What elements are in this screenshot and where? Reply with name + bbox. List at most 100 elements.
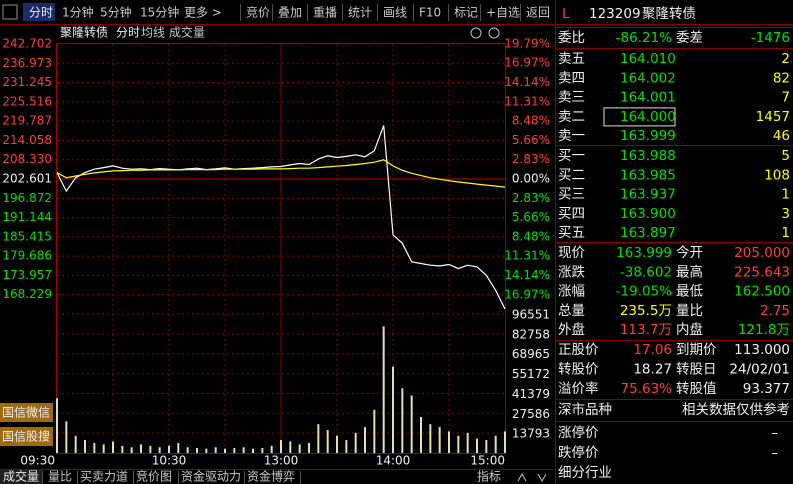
volume-tick-label: 68965 (512, 347, 550, 361)
book-price: 163.900 (620, 206, 676, 222)
field-value: 93.377 (743, 381, 790, 397)
volume-bar (354, 432, 357, 453)
toolbar-button[interactable]: +自选 (486, 6, 520, 20)
volume-bar (438, 427, 441, 453)
volume-bar (177, 442, 180, 453)
field-label: 现价 (558, 245, 586, 261)
toolbar-button[interactable]: F10 (419, 6, 441, 20)
toolbar-button[interactable]: 叠加 (278, 6, 302, 20)
volume-tick-label: 13793 (512, 427, 550, 441)
bottom-tab[interactable]: 资金驱动力 (181, 469, 241, 484)
bottom-tab[interactable]: 买卖力道 (80, 470, 128, 484)
y2-tick-label: 16.97% (504, 287, 550, 301)
toolbar-button[interactable]: 画线 (383, 6, 407, 20)
volume-tick-label: 41379 (512, 387, 550, 401)
toolbar-tab[interactable]: 5分钟 (100, 5, 132, 20)
volume-bar (140, 444, 142, 453)
y2-tick-label: 0.00% (512, 172, 550, 186)
volume-bar (261, 447, 264, 453)
volume-bar (121, 445, 124, 453)
volume-bar (410, 395, 413, 453)
volume-bar (448, 431, 450, 453)
y2-tick-label: 2.83% (512, 191, 550, 205)
field-value: -86.21% (616, 30, 673, 46)
toolbar-button[interactable]: 重播 (313, 6, 337, 20)
side-button-bg[interactable] (0, 403, 53, 422)
volume-bar (74, 435, 77, 453)
field-label: 转股值 (676, 381, 717, 397)
close-icon[interactable] (488, 27, 500, 39)
security-name: 聚隆转债 (642, 6, 696, 22)
y-tick-label: 214.058 (2, 133, 52, 147)
toolbar-button[interactable]: 标记 (454, 6, 478, 20)
toolbar-tab[interactable]: 更多 > (184, 6, 222, 20)
volume-bar (326, 429, 329, 453)
field-label: 正股价 (558, 342, 599, 358)
field-value: 205.000 (734, 245, 790, 261)
field-label: 细分行业 (558, 465, 612, 481)
toolbar-tab[interactable]: 分时 (29, 6, 53, 20)
field-label: 今开 (676, 245, 703, 261)
side-button[interactable]: 国信微信 (2, 406, 50, 420)
book-price: 163.988 (620, 148, 676, 164)
volume-bar (93, 442, 96, 453)
side-button-bg[interactable] (0, 427, 53, 446)
price-line (56, 125, 506, 310)
book-volume: 108 (764, 167, 790, 183)
book-volume: 2 (781, 51, 790, 67)
toolbar-button[interactable]: 竞价 (246, 6, 270, 20)
scroll-up-icon[interactable] (517, 472, 527, 482)
indicator-button[interactable]: 指标 (477, 469, 501, 484)
security-code: 123209 (589, 6, 641, 22)
volume-bar (196, 447, 198, 453)
volume-tick-label: 27586 (512, 407, 550, 421)
field-value: 121.8万 (738, 322, 790, 338)
bottom-tab[interactable]: 竞价图 (136, 470, 172, 484)
bottom-tab[interactable]: 成交量 (3, 469, 39, 484)
field-label: 转股日 (676, 362, 717, 378)
book-volume: 1 (781, 225, 790, 241)
y2-tick-label: 2.83% (512, 152, 550, 166)
volume-bar (466, 432, 469, 453)
volume-bar (242, 447, 245, 453)
y2-tick-label: 11.31% (504, 249, 550, 263)
book-volume: 46 (773, 128, 790, 144)
field-label: 涨停价 (558, 424, 599, 441)
volume-bar (65, 421, 68, 453)
field-value: – (771, 425, 778, 441)
plot-frame (56, 43, 506, 454)
toolbar-tab[interactable]: 15分钟 (140, 5, 179, 20)
field-value: – (771, 445, 778, 461)
scroll-down-icon[interactable] (537, 473, 547, 483)
book-price: 163.999 (620, 128, 676, 144)
toolbar-tab[interactable]: 1分钟 (62, 5, 94, 20)
field-value: 162.500 (734, 284, 790, 300)
field-label: 转股价 (558, 362, 599, 378)
field-note: 相关数据仅供参考 (682, 401, 790, 418)
volume-bar (382, 326, 385, 453)
volume-bar (233, 447, 236, 453)
zoom-in-icon[interactable] (470, 27, 482, 39)
bottom-tab[interactable]: 量比 (48, 470, 72, 484)
field-value: 2.75 (760, 303, 790, 319)
book-label: 卖五 (558, 51, 585, 67)
volume-bar (420, 417, 422, 453)
volume-bar (168, 445, 170, 453)
book-volume: 82 (773, 70, 790, 86)
field-label: 深市品种 (558, 401, 612, 418)
volume-bar (214, 447, 217, 453)
field-value: 113.7万 (620, 322, 672, 338)
x-tick-label: 10:30 (152, 454, 187, 468)
bottom-tab-selected-bg (0, 470, 42, 484)
field-value: 225.643 (734, 264, 790, 280)
field-value: 163.999 (616, 245, 672, 261)
book-label: 买五 (558, 225, 585, 241)
side-button[interactable]: 国信股搜 (2, 429, 50, 444)
toolbar-button[interactable]: 返回 (526, 6, 550, 20)
x-tick-label: 13:00 (264, 454, 299, 468)
toolbar-icon[interactable] (2, 4, 18, 20)
bottom-tab[interactable]: 资金博弈 (247, 469, 295, 484)
selected-price-box[interactable] (603, 107, 676, 127)
toolbar-button[interactable]: 统计 (348, 6, 372, 20)
